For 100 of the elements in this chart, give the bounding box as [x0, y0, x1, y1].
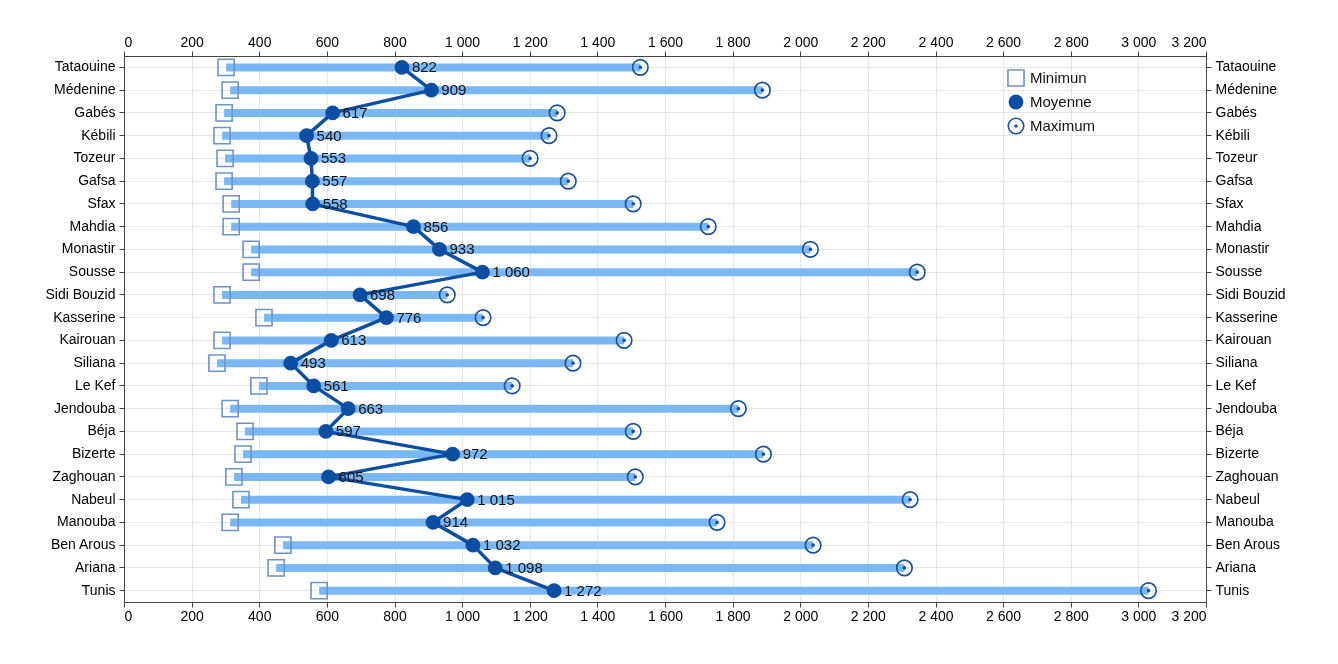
point [1139, 582, 1158, 600]
point [804, 536, 822, 554]
y-tick-label: Gabés [1215, 103, 1257, 120]
point [213, 286, 231, 304]
legend-label: Maximum [1030, 117, 1096, 134]
x-tick-label: 1 400 [580, 607, 616, 624]
data-label: 557 [322, 172, 348, 190]
category-label: Tataouine [54, 58, 116, 75]
point [274, 536, 292, 554]
data-label: 597 [335, 422, 361, 440]
category-label: Sousse [68, 263, 116, 280]
point [340, 401, 356, 417]
point [754, 445, 772, 463]
x2-tick-label: 1 200 [512, 33, 548, 50]
point [699, 218, 717, 236]
point [624, 195, 642, 213]
data-label: 663 [358, 399, 384, 417]
x-tick-label: 2 000 [783, 607, 819, 624]
category-label: Bizerte [71, 445, 116, 462]
y-tick-label: Nabeul [1215, 490, 1260, 507]
point [487, 560, 503, 576]
bar [224, 177, 569, 186]
bar [230, 86, 763, 95]
x2-tick-label: 1 400 [580, 33, 616, 50]
category-label: Tozeur [73, 149, 116, 166]
x-tick-label: 200 [180, 607, 205, 624]
point [321, 469, 336, 485]
x2-tick-label: 400 [248, 33, 272, 50]
data-label: 1 032 [482, 536, 521, 554]
y-tick-label: Tozeur [1215, 149, 1258, 166]
bar [251, 268, 918, 277]
category-label: Kébili [81, 126, 116, 143]
point [242, 240, 260, 259]
data-label: 822 [411, 58, 437, 76]
point [255, 308, 273, 327]
data-label: 1 015 [477, 490, 515, 508]
bar [233, 472, 636, 481]
x-tick-label: 600 [315, 607, 340, 624]
category-label: Kairouan [59, 331, 116, 348]
point [394, 59, 410, 75]
data-label: 856 [423, 217, 449, 235]
x-tick-label: 3 200 [1171, 607, 1207, 624]
point [753, 81, 771, 99]
point [318, 423, 334, 439]
category-label: Kasserine [53, 308, 116, 325]
point [215, 172, 233, 190]
bar [319, 586, 1149, 595]
data-label: 558 [322, 194, 348, 212]
bar [243, 450, 764, 459]
data-label: 493 [300, 354, 326, 372]
category-label: Gabés [74, 103, 116, 120]
x2-tick-label: 1 000 [445, 33, 481, 50]
data-label: 914 [443, 513, 469, 531]
data-label: 1 060 [492, 263, 530, 281]
y-tick-label: Monastir [1215, 240, 1270, 257]
point [465, 537, 481, 553]
x-tick-label: 2 400 [918, 607, 954, 624]
point [310, 581, 328, 600]
data-label: 776 [396, 308, 422, 326]
bar [226, 63, 641, 72]
category-label: Le Kef [75, 376, 116, 393]
point [378, 310, 394, 326]
point [445, 446, 461, 462]
x-tick-label: 400 [248, 607, 272, 624]
point [213, 331, 231, 350]
point [325, 105, 341, 121]
point [283, 355, 299, 371]
data-label: 613 [341, 331, 367, 349]
point [615, 331, 633, 349]
point [438, 286, 456, 304]
y-tick-label: Kasserine [1215, 308, 1278, 325]
bar [251, 245, 811, 254]
data-label: 553 [320, 149, 347, 167]
point [548, 104, 566, 122]
point [221, 399, 240, 418]
point [624, 422, 642, 440]
category-label: Siliana [73, 354, 116, 371]
data-label: 909 [441, 81, 467, 99]
y-tick-label: Gafsa [1215, 172, 1254, 189]
x2-tick-label: 2 000 [783, 33, 819, 50]
category-label: Monastir [61, 240, 116, 257]
bar [230, 404, 739, 413]
point [215, 104, 233, 122]
point [475, 264, 490, 280]
bar [231, 222, 709, 231]
y-tick-label: Le Kef [1215, 376, 1257, 393]
category-label: Tunis [81, 581, 116, 598]
point [559, 172, 577, 190]
x2-tick-label: 2 400 [918, 33, 954, 50]
data-label: 617 [342, 103, 368, 121]
y-tick-label: Béja [1215, 422, 1244, 439]
point [801, 240, 819, 258]
point [908, 263, 926, 281]
point [503, 377, 521, 395]
point [432, 241, 447, 257]
point [425, 514, 441, 530]
point [303, 150, 319, 166]
point [304, 173, 320, 189]
point [626, 468, 644, 486]
y-tick-label: Zaghouan [1215, 467, 1279, 484]
